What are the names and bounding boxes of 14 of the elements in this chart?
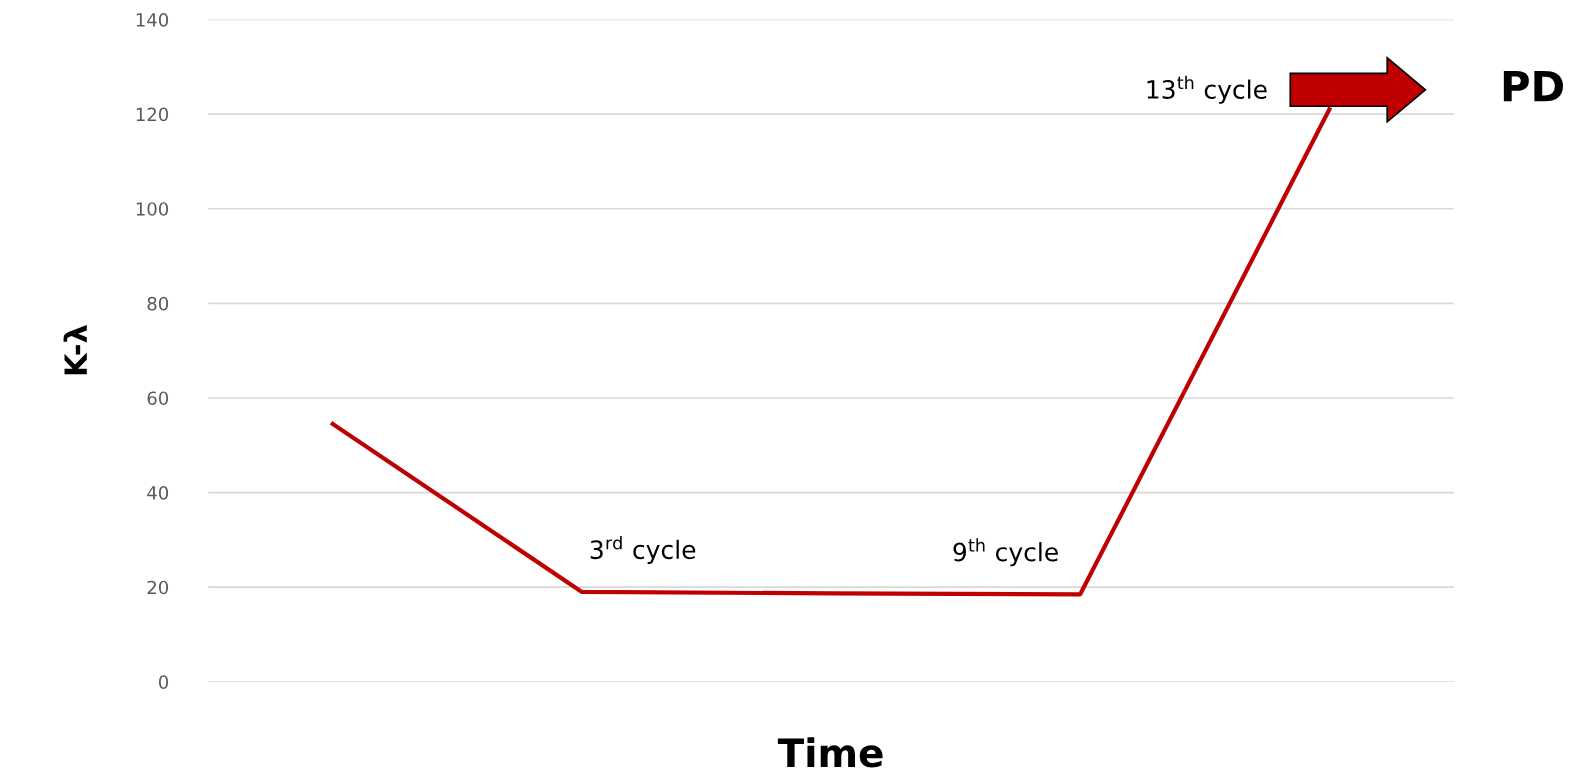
y-tick-label: 0 — [158, 675, 169, 689]
annotation: 9$^{th}$ cycle — [953, 538, 1058, 567]
y-tick-label: 20 — [147, 580, 169, 595]
y-tick-label: 60 — [147, 391, 169, 406]
y-tick-label: 40 — [147, 486, 169, 500]
y-tick-label: 120 — [136, 107, 169, 122]
y-tick-label: 80 — [147, 296, 169, 311]
annotation: 3$^{rd}$ cycle — [590, 535, 696, 564]
y-tick-label: 100 — [136, 202, 169, 216]
x-axis-title: Time — [777, 737, 883, 768]
y-tick-label: 140 — [136, 12, 169, 27]
y-axis-title: K-λ — [63, 325, 87, 375]
annotation: 13$^{th}$ cycle — [1147, 75, 1267, 104]
text: PD — [1503, 70, 1563, 102]
